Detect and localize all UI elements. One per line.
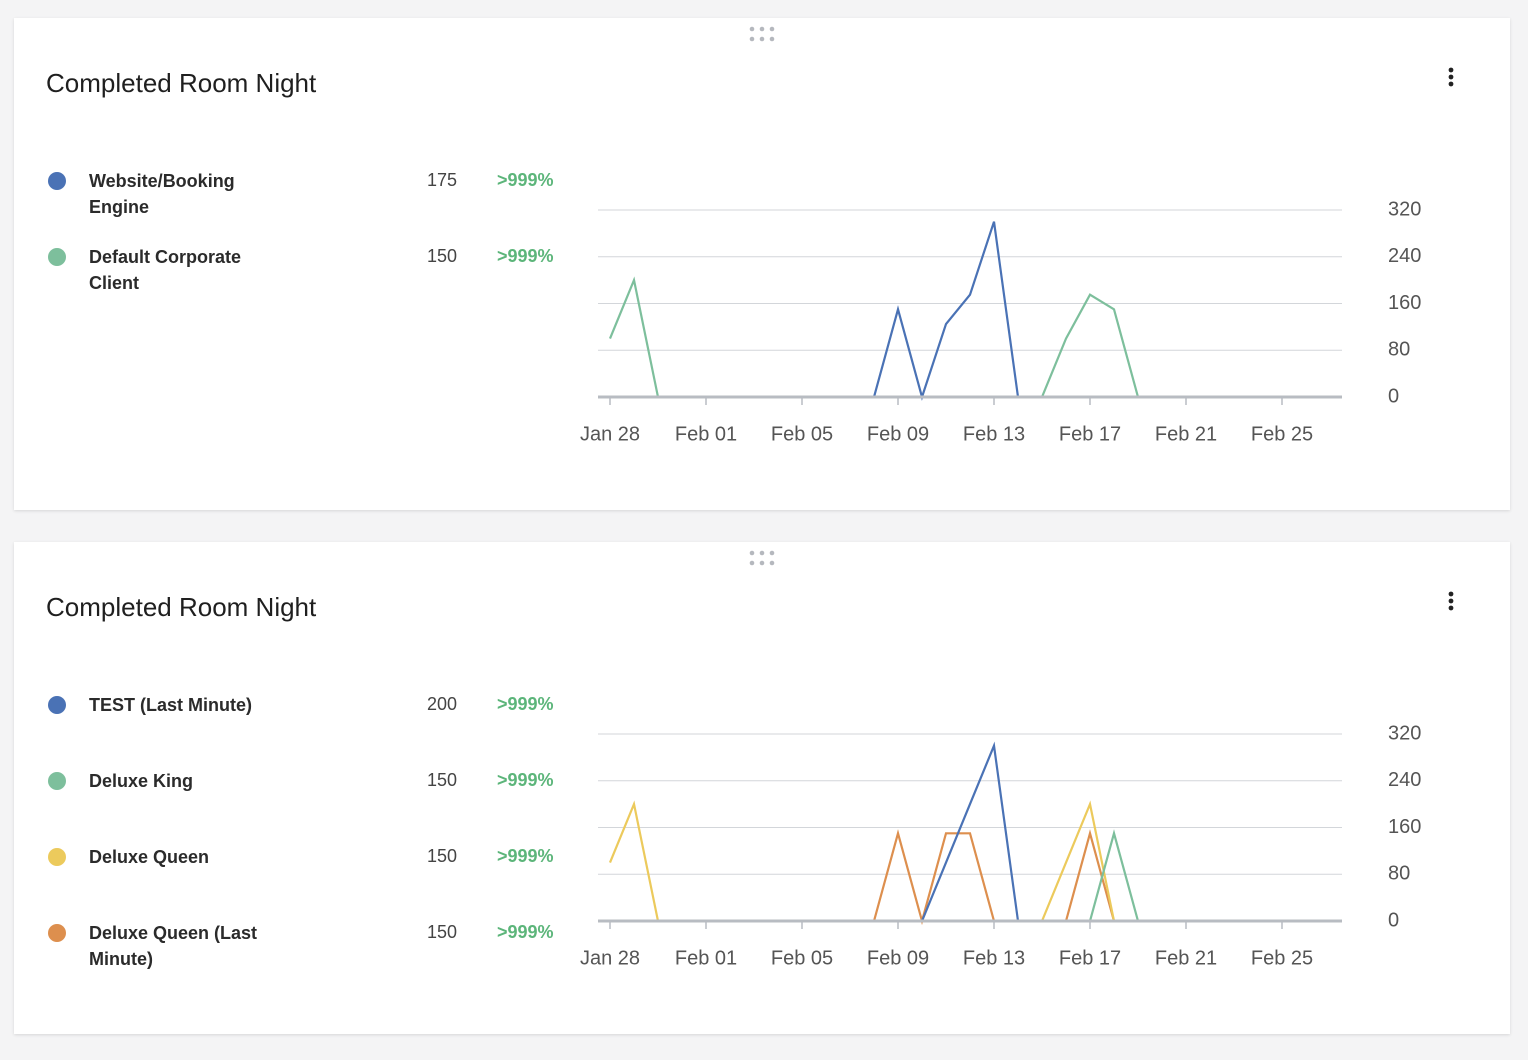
series-line: [608, 276, 1330, 399]
menu-dot: [1448, 591, 1454, 597]
series-line: [610, 829, 1330, 926]
menu-dot: [1448, 81, 1454, 87]
x-tick-label: Feb 09: [867, 947, 929, 969]
y-tick-label: 320: [1388, 198, 1421, 220]
menu-dot: [1448, 598, 1454, 604]
legend-total: 150: [426, 922, 457, 942]
x-tick-label: Feb 25: [1251, 423, 1313, 445]
drag-handle-dot: [769, 550, 775, 556]
chart: 0 80 160 240 320 Jan 28 Feb 01 Feb 05 Feb 09 Feb …: [48, 26, 1454, 445]
y-tick-label: 240: [1388, 245, 1421, 267]
drag-handle-dot: [759, 560, 765, 566]
legend-name: Deluxe Queen: [89, 847, 210, 867]
legend-total: 175: [426, 170, 457, 190]
legend-total: 150: [426, 246, 457, 266]
y-tick-label: 80: [1388, 863, 1410, 885]
legend-dot: [48, 848, 66, 866]
x-tick-label: Feb 17: [1059, 423, 1121, 445]
series-line: [608, 800, 1330, 923]
legend-name: Deluxe King: [89, 771, 194, 791]
drag-handle-dot: [759, 550, 765, 556]
chart-title: Completed Room Night: [46, 592, 317, 622]
legend-name: Default Corporate Client: [89, 247, 242, 293]
x-tick-label: Feb 21: [1155, 423, 1217, 445]
chart: 0 80 160 240 320 Jan 28 Feb 01 Feb 05 Feb 09 Feb …: [48, 550, 1454, 969]
menu-dot: [1448, 605, 1454, 611]
series-line: [610, 221, 1330, 401]
menu-dot: [1448, 74, 1454, 80]
menu-button[interactable]: [1448, 67, 1454, 87]
x-tick-label: Jan 28: [580, 423, 640, 445]
legend-name: Website/Booking Engine: [89, 171, 235, 217]
y-tick-label: 160: [1388, 292, 1421, 314]
x-tick-label: Feb 25: [1251, 947, 1313, 969]
x-tick-label: Feb 13: [963, 423, 1025, 445]
chart-card: 0 80 160 240 320 Jan 28 Feb 01 Feb 05 Feb 09 Feb …: [14, 542, 1510, 1034]
y-tick-label: 320: [1388, 722, 1421, 744]
x-tick-label: Feb 01: [675, 423, 737, 445]
x-tick-label: Feb 13: [963, 947, 1025, 969]
drag-handle-dot: [759, 36, 765, 42]
legend-change: >999%: [497, 770, 554, 790]
x-tick-label: Feb 09: [867, 423, 929, 445]
legend-dot: [48, 248, 66, 266]
legend-name: TEST (Last Minute): [89, 695, 252, 715]
drag-handle-dot: [749, 36, 755, 42]
drag-handle-dot: [769, 560, 775, 566]
legend-total: 150: [426, 770, 457, 790]
legend-name: Deluxe Queen (Last Minute): [89, 923, 258, 969]
y-tick-label: 240: [1388, 769, 1421, 791]
series-line: [610, 829, 1330, 923]
chart-title: Completed Room Night: [46, 68, 317, 98]
x-tick-label: Feb 17: [1059, 947, 1121, 969]
legend-dot: [48, 172, 66, 190]
y-tick-label: 80: [1388, 339, 1410, 361]
legend-total: 200: [426, 694, 457, 714]
legend-change: >999%: [497, 922, 554, 942]
menu-dot: [1448, 67, 1454, 73]
drag-handle-dot: [749, 560, 755, 566]
x-tick-label: Feb 05: [771, 423, 833, 445]
x-tick-label: Feb 05: [771, 947, 833, 969]
legend-change: >999%: [497, 170, 554, 190]
menu-button[interactable]: [1448, 591, 1454, 611]
drag-handle-dot: [759, 26, 765, 32]
x-tick-label: Feb 01: [675, 947, 737, 969]
legend-change: >999%: [497, 246, 554, 266]
x-tick-label: Feb 21: [1155, 947, 1217, 969]
y-tick-label: 0: [1388, 909, 1399, 931]
legend-dot: [48, 772, 66, 790]
x-tick-label: Jan 28: [580, 947, 640, 969]
drag-handle-dot: [769, 36, 775, 42]
y-tick-label: 0: [1388, 385, 1399, 407]
drag-handle-dot: [749, 550, 755, 556]
legend-total: 150: [426, 846, 457, 866]
drag-handle-dot: [749, 26, 755, 32]
y-tick-label: 160: [1388, 816, 1421, 838]
drag-handle-dot: [769, 26, 775, 32]
legend-dot: [48, 924, 66, 942]
chart-card: 0 80 160 240 320 Jan 28 Feb 01 Feb 05 Feb 09 Feb …: [14, 18, 1510, 510]
legend-change: >999%: [497, 846, 554, 866]
legend-change: >999%: [497, 694, 554, 714]
legend-dot: [48, 696, 66, 714]
